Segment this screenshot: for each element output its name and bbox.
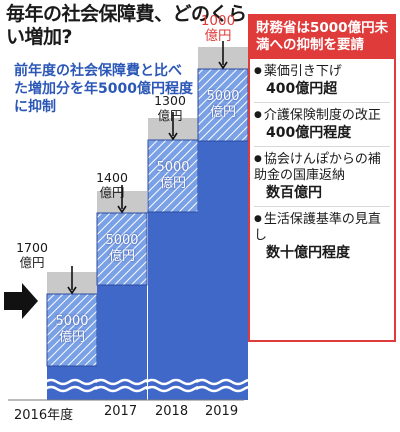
measure-amount: 数百億円 (266, 185, 322, 201)
measure-name: 協会けんぽからの補助金の国庫返納 (254, 151, 390, 184)
increase-amount-value: 5000 (55, 314, 89, 329)
increase-amount-label: 5000 億円 (198, 89, 248, 121)
axis-break-mark (94, 385, 156, 393)
down-arrow-icon (218, 61, 228, 70)
natural-increase-label: 1300 億円 (146, 93, 194, 123)
increase-amount-unit: 億円 (159, 176, 186, 191)
increase-amount-label: 5000 億円 (97, 233, 147, 265)
increase-amount-label: 5000 億円 (148, 160, 198, 192)
natural-increase-value: 1300 (154, 93, 186, 108)
axis-break-mark (44, 385, 106, 393)
x-tick-label: 2017 (104, 404, 138, 419)
natural-increase-label: 1400 億円 (88, 170, 136, 200)
natural-increase-label: 1700 億円 (8, 240, 56, 270)
x-tick-label: 2016年度 (14, 408, 74, 423)
axis-break-mark (145, 385, 207, 393)
x-tick-label: 2018 (155, 404, 189, 419)
chart-title: 毎年の社会保障費、どのくらい増加? (6, 3, 247, 48)
axis-break-mark (44, 378, 106, 386)
natural-increase-unit: 億円 (19, 255, 45, 270)
chart-subtitle: 前年度の社会保障費と比べた増加分を年5000億円程度に抑制 (14, 63, 193, 115)
down-arrow-icon (168, 132, 178, 141)
natural-increase-value: 1400 (96, 170, 128, 185)
measure-name: 生活保護基準の見直し (254, 211, 390, 244)
increase-amount-unit: 億円 (108, 249, 135, 264)
panel-heading: 財務省は5000億円未満への抑制を要請 (250, 16, 394, 59)
x-tick-label: 2019 (205, 404, 239, 419)
axis-break-mark (195, 378, 257, 386)
left-arrow-icon (4, 283, 38, 319)
prior-year-base-bar (148, 212, 198, 400)
axis-break-mark (145, 378, 207, 386)
natural-increase-unit: 億円 (157, 108, 183, 123)
down-arrow-icon (117, 205, 127, 214)
axis-break-mark (94, 378, 156, 386)
prior-year-base-bar (198, 141, 248, 400)
natural-increase-unit: 億円 (204, 28, 232, 44)
natural-increase-value: 1000 (200, 13, 236, 29)
increase-amount-unit: 億円 (209, 105, 236, 120)
natural-increase-label: 1000 億円 (194, 14, 242, 44)
measure-amount: 数十億円程度 (266, 245, 350, 261)
increase-amount-value: 5000 (156, 160, 190, 175)
measure-amount: 400億円超 (266, 81, 338, 97)
increase-amount-value: 5000 (105, 233, 139, 248)
measure-name: 介護保険制度の改正 (254, 107, 390, 124)
increase-bar (96, 212, 148, 286)
natural-increase-unit: 億円 (99, 185, 125, 200)
ministry-request-panel: 財務省は5000億円未満への抑制を要請 薬価引き下げ400億円超介護保険制度の改… (248, 14, 396, 342)
natural-increase-value: 1700 (16, 240, 48, 255)
increase-amount-unit: 億円 (58, 330, 85, 345)
down-arrow-icon (67, 286, 77, 295)
measure-amount: 400億円程度 (266, 125, 352, 141)
increase-bar (147, 139, 199, 213)
axis-break-mark (195, 385, 257, 393)
measure-name: 薬価引き下げ (254, 63, 390, 80)
increase-amount-label: 5000 億円 (47, 314, 97, 346)
measure-list: 薬価引き下げ400億円超介護保険制度の改正400億円程度協会けんぽからの補助金の… (250, 63, 394, 262)
increase-amount-value: 5000 (206, 89, 240, 104)
